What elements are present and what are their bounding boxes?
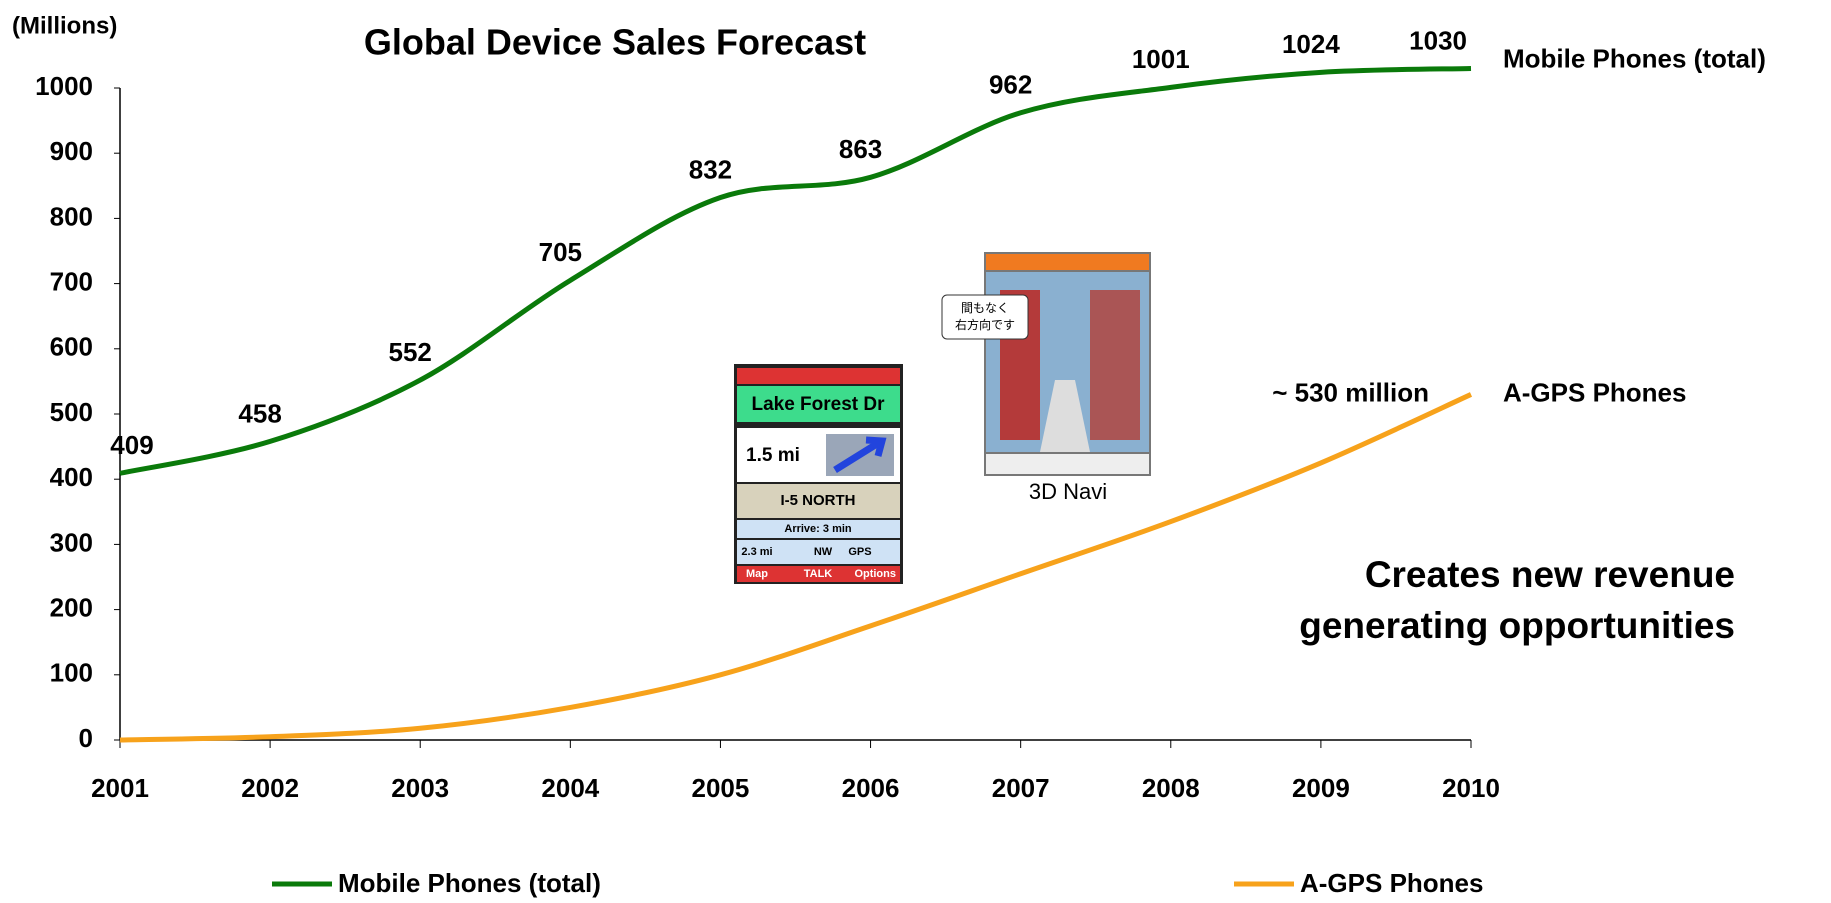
y-tick-label: 900	[50, 136, 93, 166]
x-tick-label: 2001	[91, 773, 149, 803]
annotation: generating opportunities	[1299, 605, 1735, 646]
data-label: 1030	[1409, 25, 1467, 55]
data-label: 552	[389, 337, 432, 367]
x-tick-label: 2004	[541, 773, 599, 803]
building	[1090, 290, 1140, 440]
bubble-text: 間もなく	[961, 301, 1009, 315]
annotation: Creates new revenue	[1365, 554, 1735, 595]
bubble-text: 右方向です	[955, 317, 1015, 332]
data-label: 458	[238, 398, 281, 428]
cells-box	[737, 540, 900, 564]
nav-screenshot: Lake Forest Dr 1.5 mi I-5 NORTH Arrive: …	[734, 364, 903, 584]
y-tick-label: 100	[50, 658, 93, 688]
status-bar	[986, 254, 1149, 270]
y-tick-label: 700	[50, 266, 93, 296]
y-tick-label: 300	[50, 527, 93, 557]
chart-title: Global Device Sales Forecast	[364, 22, 866, 63]
y-tick-label: 600	[50, 332, 93, 362]
data-label: 705	[539, 237, 582, 267]
cell: NW	[814, 546, 833, 558]
y-tick-label: 500	[50, 397, 93, 427]
cell: 2.3 mi	[741, 546, 772, 558]
street-bar	[737, 386, 900, 422]
x-tick-label: 2010	[1442, 773, 1500, 803]
street: Lake Forest Dr	[751, 394, 885, 415]
y-axis-label: (Millions)	[12, 12, 117, 39]
road-box	[737, 484, 900, 518]
x-tick-label: 2009	[1292, 773, 1350, 803]
x-tick-label: 2008	[1142, 773, 1200, 803]
y-tick-label: 1000	[35, 71, 93, 101]
status-bar	[737, 368, 900, 384]
series-label: A-GPS Phones	[1503, 377, 1686, 407]
y-tick-label: 200	[50, 592, 93, 622]
data-label: 832	[689, 154, 732, 184]
x-tick-label: 2002	[241, 773, 299, 803]
data-label: 1024	[1282, 29, 1340, 59]
arrow-icon	[833, 436, 887, 473]
legend-label: A-GPS Phones	[1300, 868, 1483, 898]
bottom-bar	[986, 454, 1149, 474]
x-tick-label: 2007	[992, 773, 1050, 803]
softkey: Options	[854, 568, 896, 580]
caption: 3D Navi	[1029, 479, 1107, 504]
road	[1040, 380, 1090, 452]
series-line	[119, 392, 1473, 743]
legend-label: Mobile Phones (total)	[338, 868, 601, 898]
road: I-5 NORTH	[781, 492, 856, 509]
y-tick-label: 400	[50, 462, 93, 492]
arrive: Arrive: 3 min	[784, 523, 852, 535]
x-tick-label: 2005	[692, 773, 750, 803]
data-label: 962	[989, 70, 1032, 100]
end-label: ~ 530 million	[1272, 377, 1429, 407]
speech-bubble	[941, 294, 1029, 340]
y-tick-label: 0	[79, 723, 93, 753]
x-tick-label: 2006	[842, 773, 900, 803]
data-label: 409	[110, 430, 153, 460]
softkey-bar	[737, 566, 900, 582]
data-label: 863	[839, 134, 882, 164]
series-line	[119, 65, 1472, 476]
data-label: 1001	[1132, 44, 1190, 74]
arrive-box	[737, 520, 900, 538]
softkey: Map	[746, 568, 768, 580]
navi3d-screenshot: 間もなく 右方向です 3D Navi	[941, 252, 1151, 504]
series-label: Mobile Phones (total)	[1503, 43, 1766, 73]
y-tick-label: 800	[50, 201, 93, 231]
x-tick-label: 2003	[391, 773, 449, 803]
softkey: TALK	[804, 568, 833, 580]
distance: 1.5 mi	[746, 445, 800, 466]
cell: GPS	[848, 546, 871, 558]
